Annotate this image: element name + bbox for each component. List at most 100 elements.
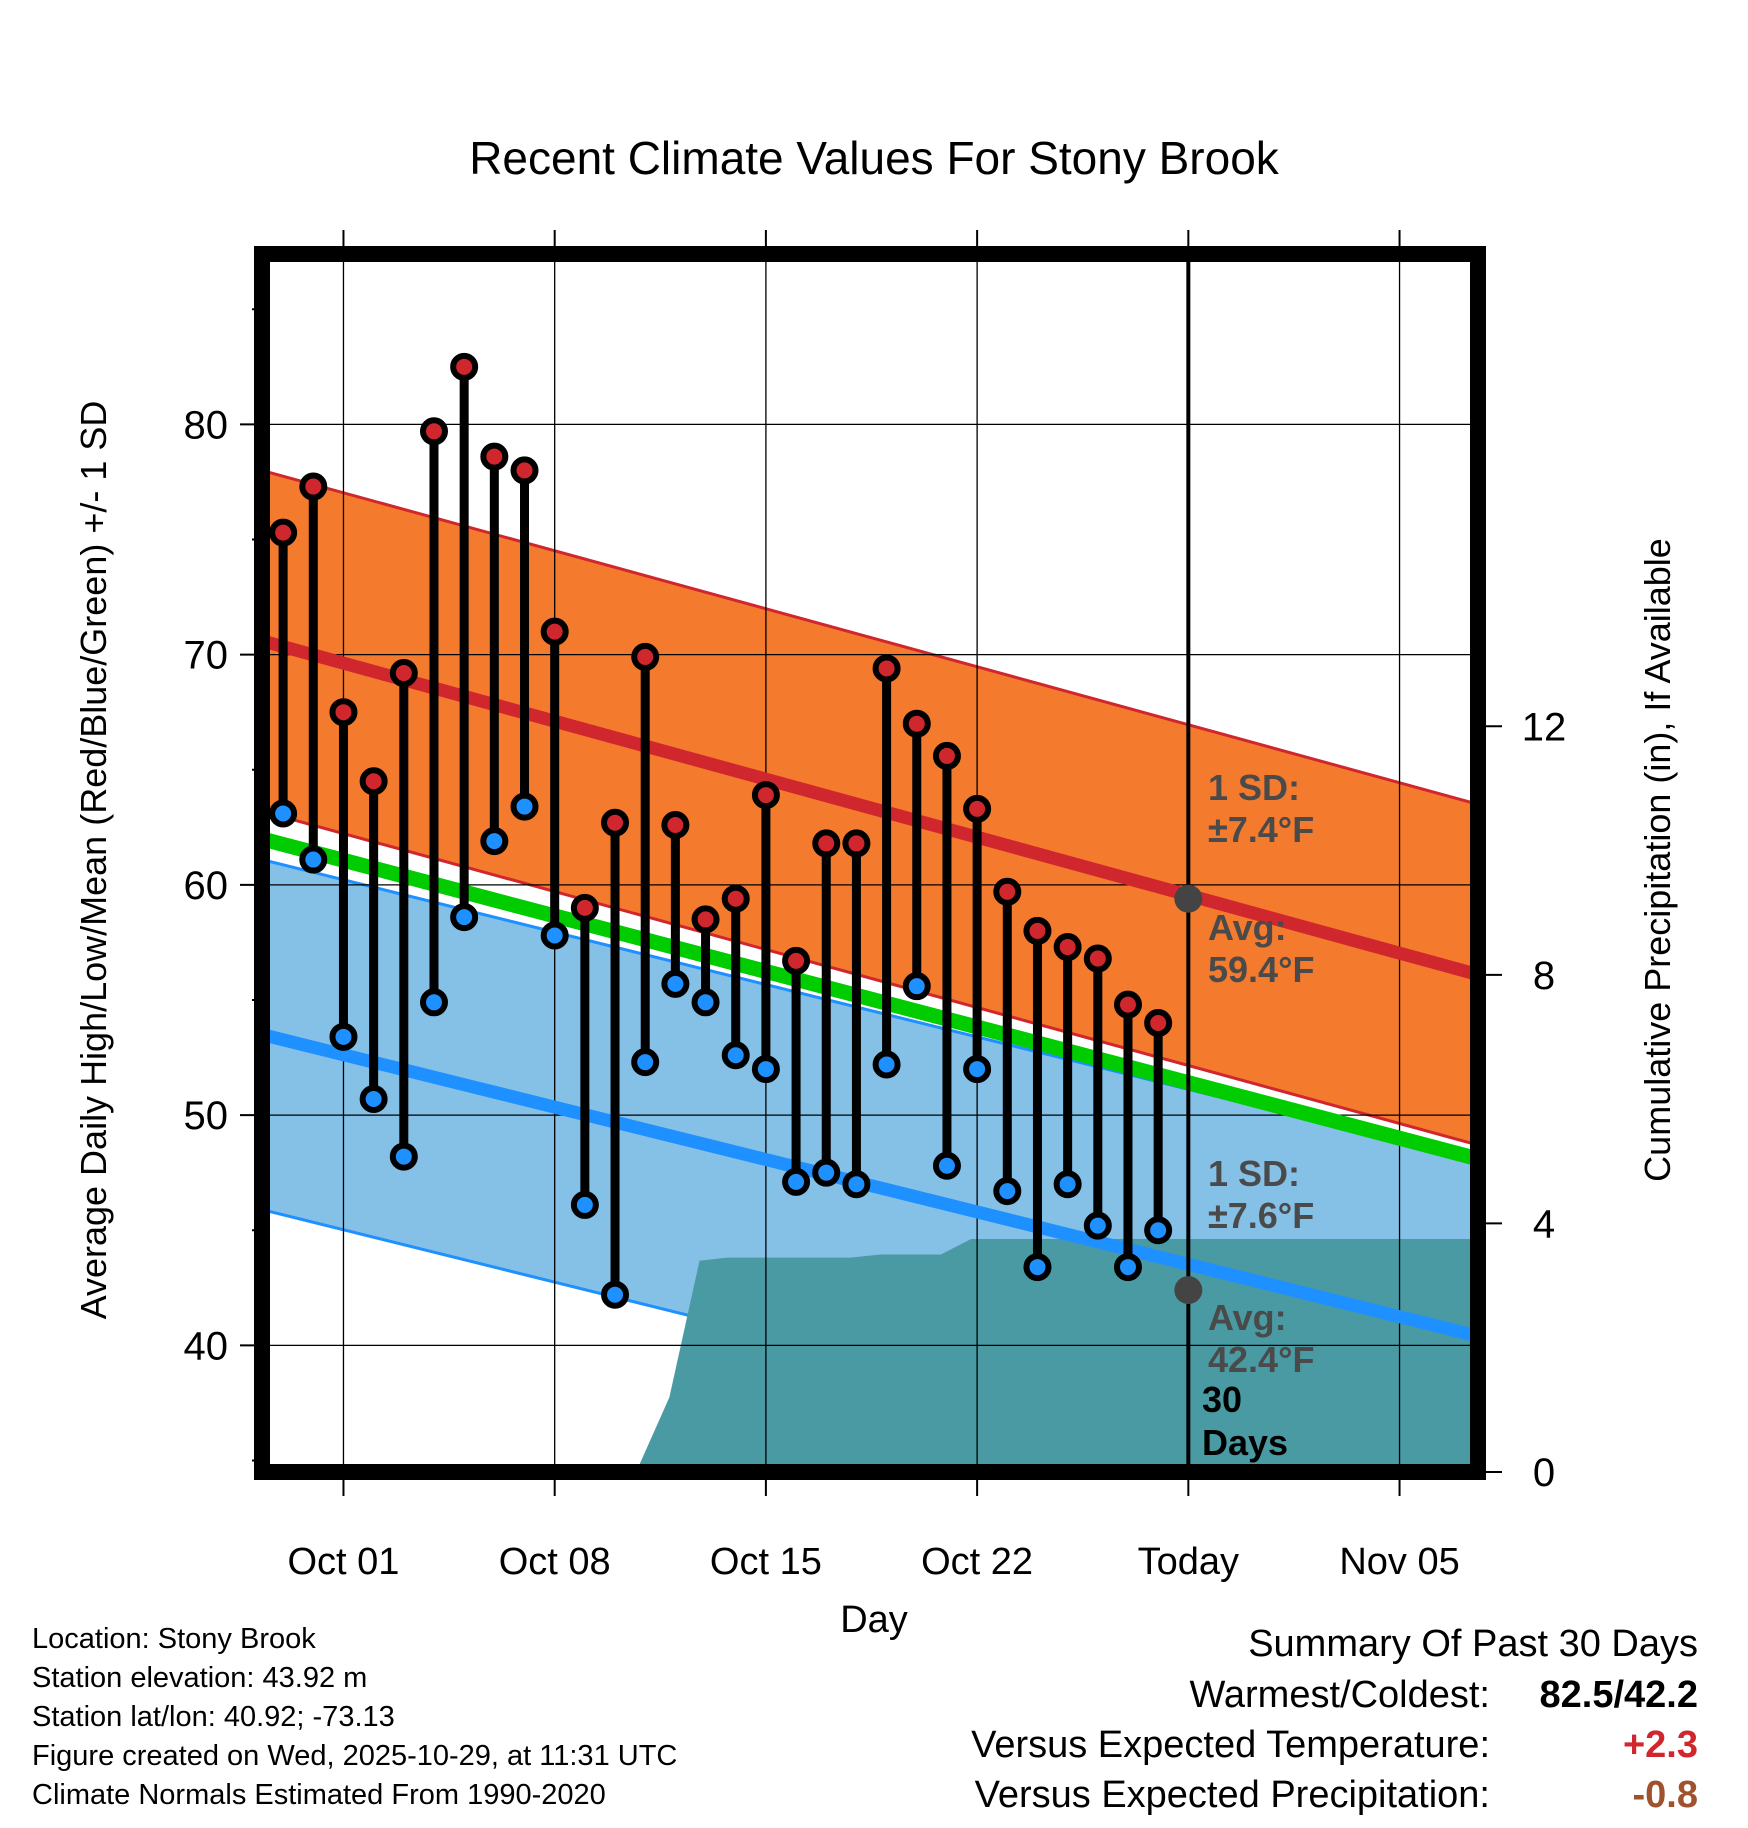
x-tick-label-17: Oct 15: [710, 1541, 822, 1583]
daily-low-marker-8: [480, 827, 509, 856]
daily-high-marker-25: [993, 877, 1022, 906]
normals-text: Climate Normals Estimated From 1990-2020: [32, 1779, 606, 1811]
daily-high-marker-18: [782, 946, 811, 975]
daily-high-marker-9: [510, 456, 539, 485]
x-tick-label-31: Today: [1138, 1541, 1239, 1583]
summary-precip-row: Versus Expected Precipitation: -0.8: [798, 1770, 1698, 1820]
daily-low-marker-17: [751, 1055, 780, 1084]
summary-temp-row: Versus Expected Temperature: +2.3: [798, 1720, 1698, 1770]
daily-high-marker-7: [450, 352, 479, 381]
summary-panel: Summary Of Past 30 Days Warmest/Coldest:…: [798, 1618, 1698, 1820]
right-tick-label-12: 12: [1522, 705, 1567, 749]
daily-high-marker-28: [1083, 944, 1112, 973]
low-sd-value: ±7.6°F: [1208, 1195, 1314, 1236]
daily-high-marker-5: [389, 659, 418, 688]
daily-low-marker-14: [661, 969, 690, 998]
daily-high-marker-23: [932, 741, 961, 770]
plot-frame: [254, 246, 1486, 1480]
location-text: Location: Stony Brook: [32, 1623, 316, 1655]
daily-low-marker-11: [570, 1190, 599, 1219]
x-tick-label-10: Oct 08: [499, 1541, 611, 1583]
daily-high-marker-22: [902, 709, 931, 738]
x-axis: Oct 01 Oct 08 Oct 15 Oct 22 Today Nov 05: [287, 230, 1460, 1583]
period-label-line1: 30: [1202, 1379, 1242, 1420]
low-sd-label: 1 SD:: [1208, 1153, 1300, 1194]
daily-high-marker-4: [359, 767, 388, 796]
daily-range-stems: [278, 366, 1163, 1295]
daily-high-marker-17: [751, 781, 780, 810]
daily-low-marker-25: [993, 1177, 1022, 1206]
daily-markers: [269, 352, 1173, 1309]
daily-high-marker-10: [540, 617, 569, 646]
daily-low-marker-9: [510, 792, 539, 821]
left-y-axis-label: Average Daily High/Low/Mean (Red/Blue/Gr…: [73, 401, 114, 1320]
x-tick-label-3: Oct 01: [287, 1541, 399, 1583]
warmest-value: 82.5/42.2: [1539, 1674, 1698, 1716]
daily-low-marker-3: [329, 1022, 358, 1051]
daily-low-marker-27: [1053, 1170, 1082, 1199]
summary-heading: Summary Of Past 30 Days: [1248, 1623, 1698, 1665]
high-sd-value: ±7.4°F: [1208, 809, 1314, 850]
daily-high-marker-8: [480, 442, 509, 471]
x-tick-label-24: Oct 22: [921, 1541, 1033, 1583]
left-tick-label-70: 70: [184, 634, 229, 678]
right-tick-label-4: 4: [1533, 1202, 1555, 1246]
daily-high-marker-21: [872, 654, 901, 683]
summary-warmest-row: Warmest/Coldest: 82.5/42.2: [798, 1670, 1698, 1720]
daily-low-marker-5: [389, 1142, 418, 1171]
daily-high-marker-6: [419, 417, 448, 446]
today-normal-high-marker: [1174, 884, 1203, 913]
daily-high-marker-19: [812, 829, 841, 858]
daily-high-marker-29: [1113, 990, 1142, 1019]
daily-high-marker-2: [299, 472, 328, 501]
created-text: Figure created on Wed, 2025-10-29, at 11…: [32, 1740, 678, 1772]
daily-low-marker-16: [721, 1041, 750, 1070]
high-avg-label: Avg:: [1208, 907, 1287, 948]
daily-low-marker-29: [1113, 1253, 1142, 1282]
elevation-text: Station elevation: 43.92 m: [32, 1662, 368, 1694]
daily-low-marker-7: [450, 903, 479, 932]
daily-low-marker-24: [963, 1055, 992, 1084]
daily-high-marker-13: [631, 642, 660, 671]
daily-low-marker-10: [540, 921, 569, 950]
daily-high-marker-15: [691, 905, 720, 934]
daily-low-marker-2: [299, 845, 328, 874]
right-y-axis-label: Cumulative Precipitation (in), If Availa…: [1637, 538, 1678, 1182]
daily-low-marker-20: [842, 1170, 871, 1199]
daily-high-marker-14: [661, 811, 690, 840]
daily-high-marker-1: [269, 518, 298, 547]
daily-high-marker-30: [1144, 1009, 1173, 1038]
warmest-label: Warmest/Coldest:: [1189, 1674, 1490, 1716]
x-tick-label-38: Nov 05: [1339, 1541, 1459, 1583]
daily-low-marker-6: [419, 988, 448, 1017]
temp-anomaly-value: +2.3: [1622, 1724, 1698, 1766]
temp-anomaly-label: Versus Expected Temperature:: [971, 1724, 1490, 1766]
daily-low-marker-28: [1083, 1211, 1112, 1240]
daily-high-marker-16: [721, 884, 750, 913]
daily-high-marker-3: [329, 698, 358, 727]
latlon-text: Station lat/lon: 40.92; -73.13: [32, 1701, 395, 1733]
daily-low-marker-1: [269, 799, 298, 828]
daily-low-marker-19: [812, 1158, 841, 1187]
daily-low-marker-26: [1023, 1253, 1052, 1282]
daily-low-marker-13: [631, 1048, 660, 1077]
period-label-line2: Days: [1202, 1422, 1288, 1463]
left-y-axis: 40 50 60 70 80: [184, 308, 262, 1462]
low-avg-label: Avg:: [1208, 1297, 1287, 1338]
daily-low-marker-4: [359, 1085, 388, 1114]
daily-low-marker-12: [601, 1280, 630, 1309]
daily-high-marker-27: [1053, 933, 1082, 962]
daily-low-marker-22: [902, 972, 931, 1001]
chart-title: Recent Climate Values For Stony Brook: [469, 132, 1280, 184]
daily-low-marker-18: [782, 1167, 811, 1196]
high-sd-label: 1 SD:: [1208, 767, 1300, 808]
right-tick-label-0: 0: [1533, 1451, 1555, 1495]
daily-high-marker-20: [842, 829, 871, 858]
daily-low-marker-15: [691, 988, 720, 1017]
daily-low-marker-23: [932, 1151, 961, 1180]
daily-high-marker-12: [601, 808, 630, 837]
left-tick-label-50: 50: [184, 1094, 229, 1138]
daily-high-marker-24: [963, 794, 992, 823]
station-info: Location: Stony Brook Station elevation:…: [32, 1620, 677, 1815]
